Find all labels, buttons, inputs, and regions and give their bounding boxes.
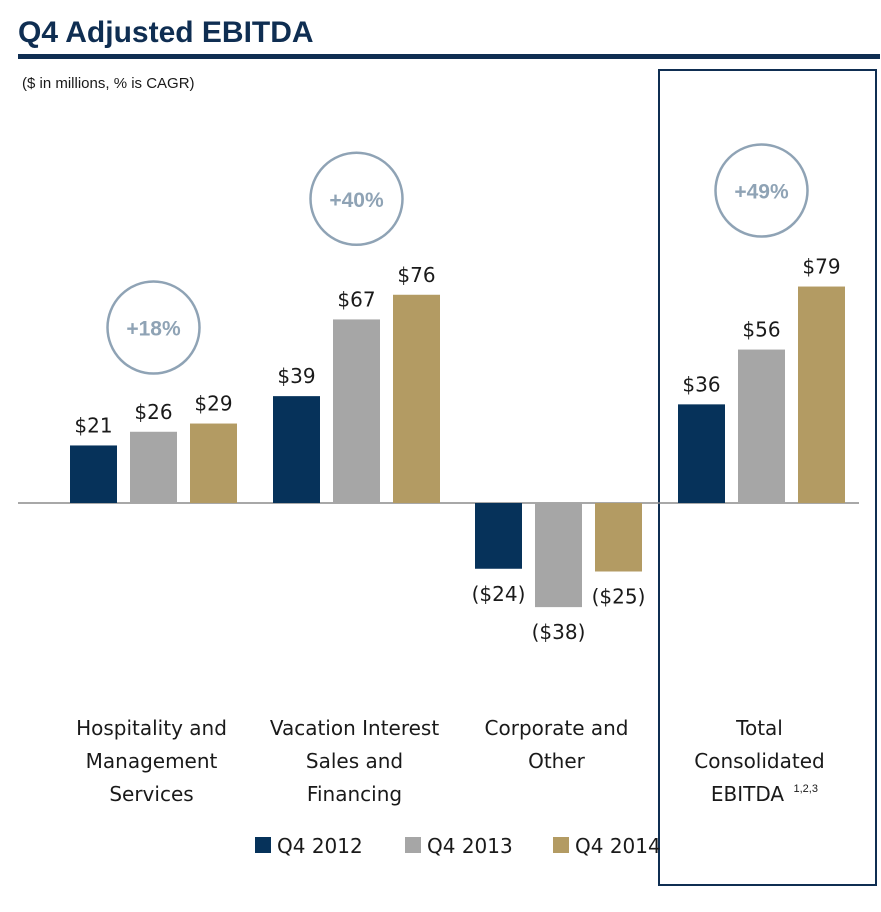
category-labels-layer: Hospitality and Management Services Vacatio…: [76, 716, 825, 806]
data-label: $26: [134, 400, 172, 424]
category-label: Sales and: [306, 749, 403, 773]
cagr-label: +49%: [734, 181, 789, 204]
legend-swatch: [553, 837, 569, 853]
bar: [535, 503, 582, 608]
category-label: Services: [109, 782, 193, 806]
bar: [393, 294, 440, 503]
data-label: $76: [397, 263, 435, 287]
data-label: ($24): [472, 582, 526, 606]
data-label: $79: [802, 255, 840, 279]
bar: [273, 396, 320, 503]
bar: [333, 319, 380, 503]
legend-label: Q4 2013: [427, 834, 513, 858]
data-label: $56: [742, 318, 780, 342]
cagr-layer: +18% +40% +49%: [106, 143, 809, 375]
footnote-superscript: 1,2,3: [794, 783, 818, 795]
cagr-label: +18%: [126, 318, 181, 341]
data-label: ($38): [532, 620, 586, 644]
data-label: ($25): [592, 585, 646, 609]
category-label: Other: [528, 749, 586, 773]
legend-label: Q4 2012: [277, 834, 363, 858]
bar: [798, 286, 845, 503]
legend-swatch: [255, 837, 271, 853]
bar: [190, 423, 237, 503]
bar: [70, 445, 117, 503]
bar: [738, 349, 785, 503]
category-label: Total: [735, 716, 783, 740]
chart-title: Q4 Adjusted EBITDA: [18, 16, 314, 49]
data-label: $29: [194, 392, 232, 416]
cagr-label: +40%: [329, 189, 384, 212]
chart-subtitle: ($ in millions, % is CAGR): [22, 75, 195, 92]
bar: [678, 404, 725, 503]
highlight-box: [658, 69, 877, 886]
category-label: Consolidated: [694, 749, 824, 773]
data-label: $67: [337, 287, 375, 311]
legend: Q4 2012 Q4 2013 Q4 2014: [255, 834, 661, 858]
bar: [595, 503, 642, 572]
bar: [130, 431, 177, 503]
data-label: $21: [74, 413, 112, 437]
category-label: Hospitality and: [76, 716, 227, 740]
legend-label: Q4 2014: [575, 834, 661, 858]
value-labels-layer: $21 $26 $29 $39 $67 $76 ($24)($38)($25) $36 $56 $…: [74, 255, 840, 645]
category-label: Vacation Interest: [270, 716, 440, 740]
bar: [475, 503, 522, 569]
data-label: $36: [682, 372, 720, 396]
bars-layer: [18, 286, 859, 608]
cagr-circle: [714, 143, 809, 238]
category-label: EBITDA: [711, 782, 785, 806]
data-label: $39: [277, 364, 315, 388]
cagr-circle: [106, 280, 201, 375]
category-label: Financing: [307, 782, 402, 806]
cagr-circle: [309, 151, 404, 247]
title-rule: [18, 54, 880, 59]
category-label: Management: [86, 749, 218, 773]
category-label: Corporate and: [485, 716, 629, 740]
legend-swatch: [405, 837, 421, 853]
